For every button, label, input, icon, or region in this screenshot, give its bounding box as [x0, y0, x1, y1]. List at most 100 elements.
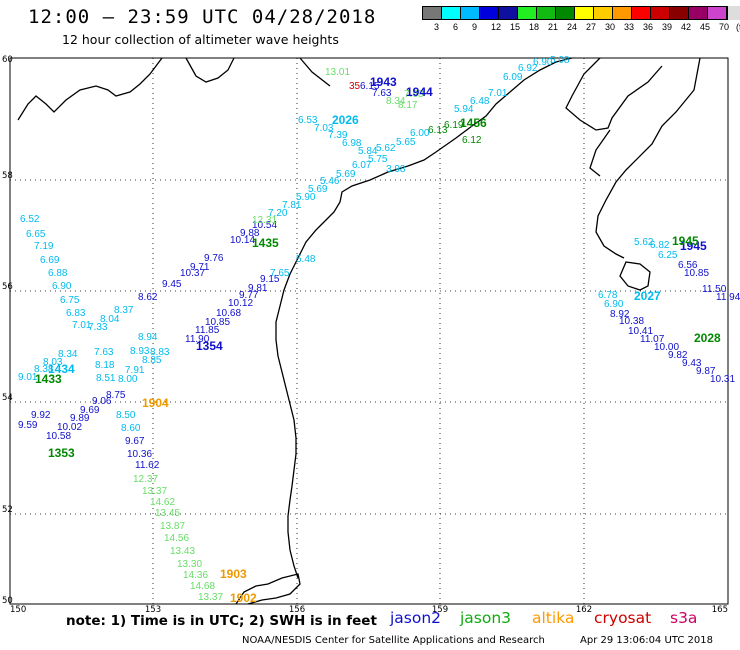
color-swatch [460, 6, 479, 20]
credit-timestamp: Apr 29 13:06:04 UTC 2018 [580, 635, 713, 646]
okhotsk-north-coastline [17, 57, 331, 121]
satellite-cryosat: cryosat [594, 609, 652, 627]
wave-height-value: 8.34 [386, 96, 406, 107]
wave-height-value: 8.85 [142, 355, 162, 366]
longitude-label: 165 [712, 605, 728, 615]
wave-height-value: 7.19 [34, 241, 54, 252]
wave-height-value: 8.03 [43, 357, 63, 368]
wave-height-value: 9.71 [190, 262, 210, 273]
color-scale-unit: (ft) [736, 22, 740, 32]
wave-height-value: 8.50 [116, 410, 136, 421]
wave-height-value: 10.85 [684, 268, 709, 279]
pass-time-label: 2027 [634, 289, 661, 303]
pass-time-label: 1434 [48, 362, 75, 376]
wave-height-value: 14.62 [150, 497, 175, 508]
color-scale-tick: 24 [567, 22, 578, 32]
wave-height-value: 8.34 [58, 349, 78, 360]
wave-height-value: 10.12 [228, 298, 253, 309]
wave-height-value: 12.31 [252, 215, 277, 226]
wave-height-value: 7.20 [268, 208, 288, 219]
wave-height-value: 13.45 [155, 508, 180, 519]
pass-time-label: 1435 [252, 236, 279, 250]
wave-height-value: 35 [349, 81, 361, 92]
wave-height-value: 8.92 [610, 309, 630, 320]
color-swatch [612, 6, 631, 20]
wave-height-value: 5.62 [376, 143, 396, 154]
wave-height-value: 11.07 [640, 334, 665, 345]
wave-height-value: 8.37 [114, 305, 134, 316]
color-scale-tick: 33 [624, 22, 635, 32]
wave-height-value: 8.18 [95, 360, 115, 371]
wave-height-value: 9.92 [31, 410, 51, 421]
longitude-label: 159 [432, 605, 448, 615]
wave-height-value: 6.69 [40, 255, 60, 266]
pass-time-label: 1903 [220, 567, 247, 581]
wave-height-value: 13.43 [170, 546, 195, 557]
wave-height-value: 10.54 [252, 220, 277, 231]
wave-height-value: 3.98 [386, 164, 406, 175]
color-swatch [631, 6, 650, 20]
wave-height-value: 5.75 [368, 154, 388, 165]
wave-height-value: 10.58 [46, 431, 71, 442]
wave-height-value: 6.00 [410, 128, 430, 139]
wave-height-value: 11.50 [702, 284, 727, 295]
color-swatch [574, 6, 593, 20]
color-scale-tick: 12 [491, 22, 502, 32]
wave-height-value: 6.83 [66, 308, 86, 319]
wave-height-value: 8.51 [96, 373, 116, 384]
wave-height-value: 13.37 [198, 592, 223, 603]
page-subtitle: 12 hour collection of altimeter wave hei… [62, 32, 339, 47]
color-swatch [688, 6, 707, 20]
latitude-label: 52 [2, 505, 13, 515]
color-swatch [707, 6, 726, 20]
wave-height-value: 6.15 [360, 81, 380, 92]
longitude-label: 153 [145, 605, 161, 615]
latitude-label: 54 [2, 393, 13, 403]
wave-height-value: 10.85 [205, 317, 230, 328]
wave-height-value: 13.87 [160, 521, 185, 532]
wave-height-value: 9.89 [70, 413, 90, 424]
wave-height-value: 14.36 [183, 570, 208, 581]
wave-height-value: 10.41 [628, 326, 653, 337]
pass-time-label: 2026 [332, 113, 359, 127]
wave-height-value: 6.82 [650, 240, 670, 251]
wave-height-value: 7.65 [270, 268, 290, 279]
wave-height-value: 8.83 [150, 347, 170, 358]
wave-height-value: 8.04 [100, 314, 120, 325]
wave-height-value: 11.94 [716, 292, 740, 303]
color-scale-tick: 9 [472, 22, 478, 32]
satellite-s3a: s3a [670, 609, 698, 627]
color-swatch [650, 6, 669, 20]
color-scale-tick: 6 [453, 22, 459, 32]
wave-height-value: 6.12 [462, 135, 482, 146]
wave-height-value: 9.01 [18, 372, 38, 383]
color-scale-tick: 36 [643, 22, 654, 32]
wave-height-value: 10.02 [57, 422, 82, 433]
wave-height-value: 6.19 [444, 120, 464, 131]
color-scale-tick: 42 [681, 22, 692, 32]
kamchatka-coastline [275, 57, 701, 579]
wave-height-value: 6.98 [342, 138, 362, 149]
wave-height-value: 7.39 [328, 130, 348, 141]
wave-height-value: 9.15 [260, 274, 280, 285]
wave-height-value: 7.01 [72, 320, 92, 331]
pass-time-label: 2028 [694, 331, 721, 345]
color-swatch [517, 6, 536, 20]
pass-time-label: 1945 [680, 239, 707, 253]
wave-height-value: 6.53 [298, 115, 318, 126]
wave-height-value: 6.90 [52, 281, 72, 292]
satellite-jason2: jason2 [390, 609, 442, 627]
wave-height-value: 5.48 [296, 254, 316, 265]
wave-height-value: 10.31 [710, 374, 735, 385]
color-scale-tick: 3 [434, 22, 440, 32]
wave-height-value: 11.90 [185, 334, 210, 345]
wave-height-value: 8.93 [130, 346, 150, 357]
wave-height-value: 6.90 [604, 299, 624, 310]
wave-height-value: 9.45 [162, 279, 182, 290]
wave-height-value: 5.84 [358, 146, 378, 157]
wave-height-value: 10.00 [654, 342, 679, 353]
pass-time-label: 1353 [48, 446, 75, 460]
wave-height-value: 8.38 [34, 364, 54, 375]
